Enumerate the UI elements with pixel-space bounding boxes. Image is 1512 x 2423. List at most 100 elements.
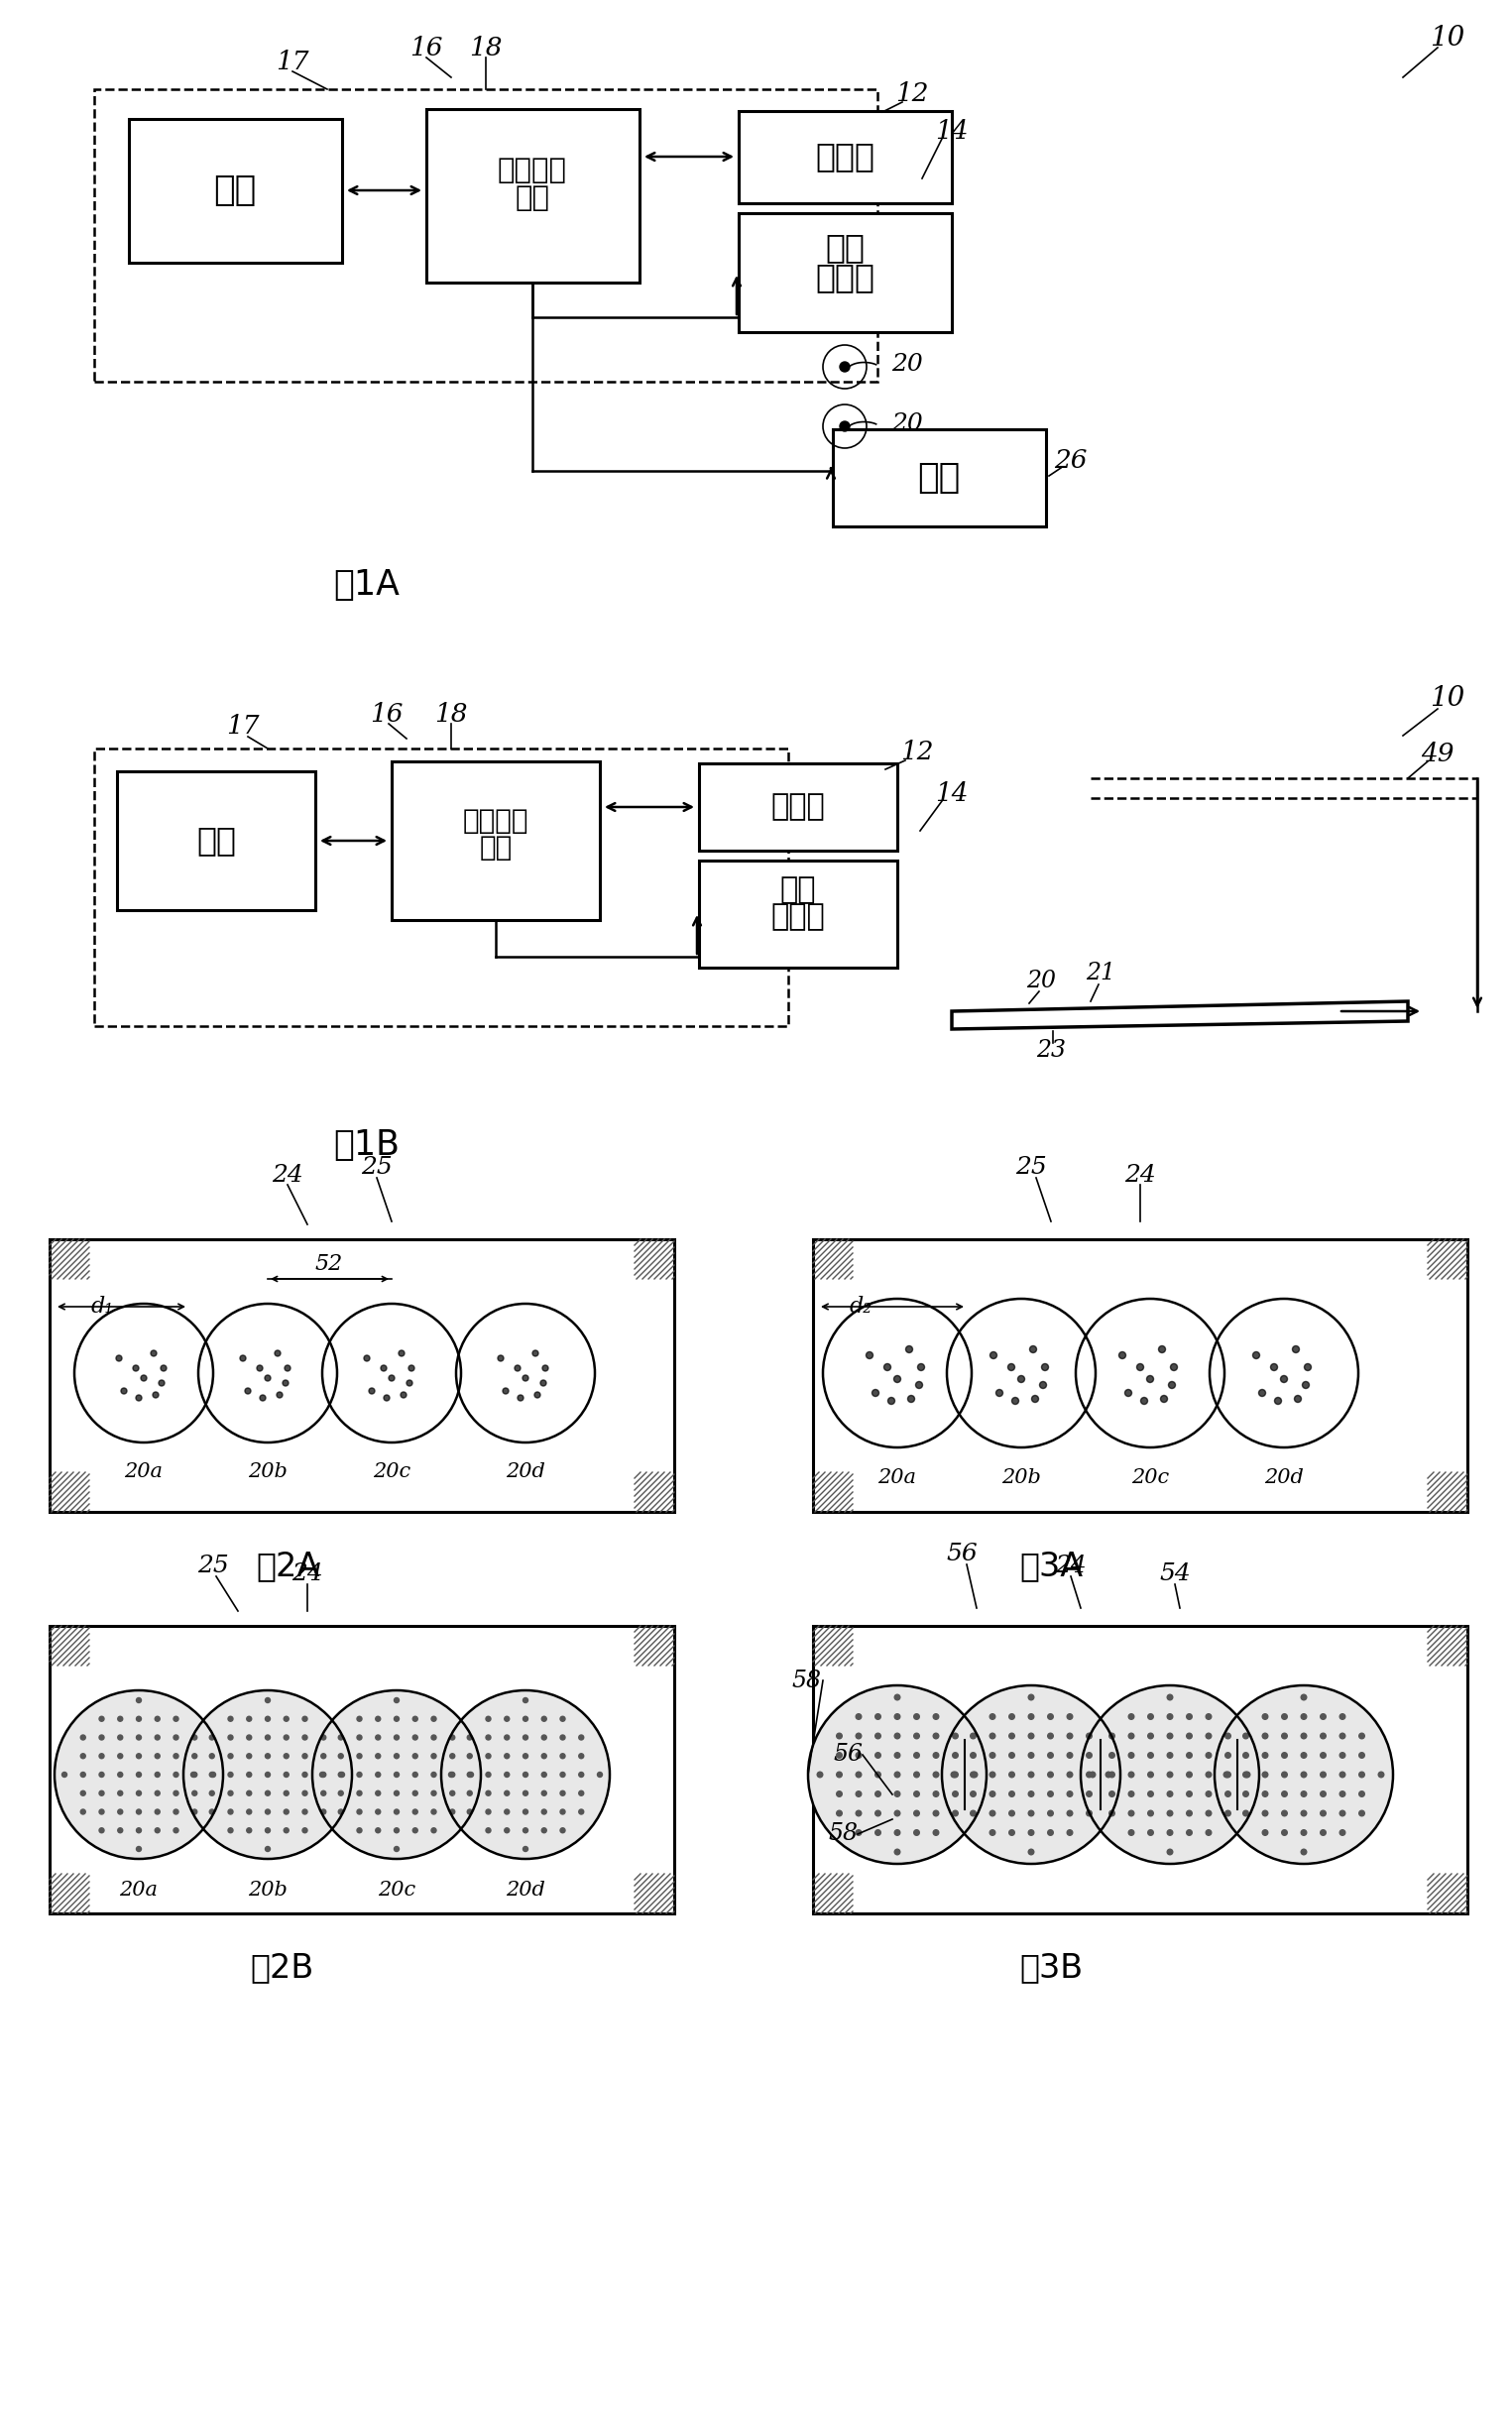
Text: 58: 58 <box>829 1822 857 1846</box>
Circle shape <box>413 1771 417 1776</box>
Circle shape <box>395 1771 399 1776</box>
Circle shape <box>321 1754 327 1759</box>
Circle shape <box>118 1754 122 1759</box>
Circle shape <box>1086 1810 1092 1817</box>
Circle shape <box>523 1827 528 1832</box>
Circle shape <box>369 1388 375 1393</box>
Circle shape <box>1187 1732 1191 1740</box>
Circle shape <box>1300 1752 1306 1759</box>
Text: 机械手: 机械手 <box>815 141 874 172</box>
Circle shape <box>1320 1732 1326 1740</box>
Circle shape <box>1042 1364 1048 1371</box>
Circle shape <box>210 1754 215 1759</box>
Circle shape <box>523 1846 528 1851</box>
Circle shape <box>1148 1771 1154 1778</box>
Circle shape <box>1281 1376 1287 1384</box>
Circle shape <box>895 1771 900 1778</box>
Circle shape <box>579 1791 584 1795</box>
Text: 图2B: 图2B <box>251 1951 314 1984</box>
Circle shape <box>579 1735 584 1740</box>
Text: 24: 24 <box>292 1563 324 1585</box>
Circle shape <box>228 1754 233 1759</box>
Circle shape <box>339 1810 343 1815</box>
Text: 控制电子: 控制电子 <box>463 807 529 836</box>
Circle shape <box>872 1388 878 1396</box>
Circle shape <box>1263 1713 1269 1720</box>
Circle shape <box>953 1732 959 1740</box>
Circle shape <box>375 1810 381 1815</box>
Circle shape <box>1028 1810 1034 1817</box>
Circle shape <box>1146 1376 1154 1384</box>
Circle shape <box>192 1810 197 1815</box>
Circle shape <box>284 1364 290 1371</box>
Circle shape <box>1067 1771 1072 1778</box>
Circle shape <box>136 1791 141 1795</box>
Text: 10: 10 <box>1430 24 1465 51</box>
Circle shape <box>192 1771 197 1776</box>
Text: 16: 16 <box>370 700 404 727</box>
Circle shape <box>933 1829 939 1834</box>
Circle shape <box>136 1827 141 1832</box>
Circle shape <box>357 1735 361 1740</box>
Circle shape <box>990 1810 995 1817</box>
Circle shape <box>375 1827 381 1832</box>
Circle shape <box>1282 1791 1287 1798</box>
Text: 20b: 20b <box>248 1880 287 1900</box>
Circle shape <box>284 1827 289 1832</box>
Circle shape <box>302 1791 307 1795</box>
Text: 20b: 20b <box>1001 1468 1040 1488</box>
Text: d₂: d₂ <box>850 1296 872 1318</box>
Circle shape <box>1167 1829 1173 1834</box>
Circle shape <box>485 1754 491 1759</box>
Text: 24: 24 <box>1125 1163 1157 1187</box>
Circle shape <box>541 1715 546 1720</box>
Circle shape <box>1110 1752 1114 1759</box>
Text: 25: 25 <box>361 1156 393 1180</box>
Circle shape <box>302 1771 307 1776</box>
Circle shape <box>523 1699 528 1703</box>
Circle shape <box>1320 1791 1326 1798</box>
Circle shape <box>302 1810 307 1815</box>
Circle shape <box>1028 1771 1034 1778</box>
Circle shape <box>1167 1713 1173 1720</box>
Circle shape <box>1148 1829 1154 1834</box>
Circle shape <box>1359 1771 1364 1778</box>
Circle shape <box>339 1791 343 1795</box>
Circle shape <box>245 1388 251 1393</box>
Circle shape <box>1067 1713 1072 1720</box>
Circle shape <box>467 1735 472 1740</box>
Polygon shape <box>953 1001 1408 1030</box>
Text: 16: 16 <box>410 36 443 61</box>
Circle shape <box>228 1771 233 1776</box>
Circle shape <box>972 1771 977 1778</box>
Circle shape <box>284 1754 289 1759</box>
Circle shape <box>888 1398 895 1405</box>
Circle shape <box>913 1771 919 1778</box>
Text: 24: 24 <box>1055 1556 1087 1577</box>
Text: 17: 17 <box>227 715 260 739</box>
Circle shape <box>1110 1771 1114 1778</box>
Circle shape <box>933 1732 939 1740</box>
Circle shape <box>541 1810 546 1815</box>
Circle shape <box>1263 1829 1269 1834</box>
Circle shape <box>451 1810 455 1815</box>
Circle shape <box>1300 1829 1306 1834</box>
Circle shape <box>990 1829 995 1834</box>
Circle shape <box>136 1715 141 1720</box>
Circle shape <box>375 1715 381 1720</box>
Circle shape <box>399 1350 405 1357</box>
Circle shape <box>1009 1810 1015 1817</box>
Circle shape <box>559 1715 565 1720</box>
Circle shape <box>1187 1713 1191 1720</box>
Circle shape <box>192 1791 197 1795</box>
Circle shape <box>1067 1791 1072 1798</box>
Circle shape <box>284 1715 289 1720</box>
Circle shape <box>381 1364 387 1371</box>
Circle shape <box>953 1752 959 1759</box>
Circle shape <box>121 1388 127 1393</box>
Circle shape <box>174 1810 178 1815</box>
Circle shape <box>431 1791 437 1795</box>
Circle shape <box>807 1686 986 1863</box>
Circle shape <box>839 422 850 431</box>
Circle shape <box>532 1350 538 1357</box>
